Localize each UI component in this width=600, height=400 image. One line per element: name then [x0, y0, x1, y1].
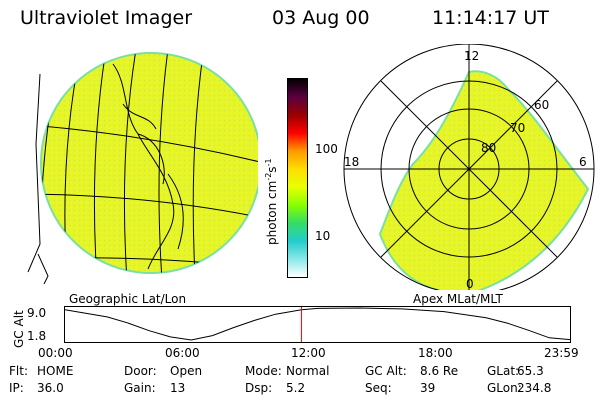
- geographic-image: [27, 52, 258, 285]
- time-label: 11:14:17 UT: [432, 7, 549, 29]
- status-glon-label: GLon:: [487, 381, 522, 395]
- mlt-label-12: 12: [464, 49, 479, 63]
- status-gcalt-label: GC Alt:: [365, 364, 407, 378]
- status-door-value: Open: [170, 364, 203, 378]
- timeline-xtick-0000: 00:00: [38, 346, 73, 360]
- status-dsp-label: Dsp:: [245, 381, 273, 395]
- colorbar-tick-10: 10: [315, 229, 331, 243]
- timeline-ylabel: GC Alt: [12, 310, 26, 348]
- status-mode-label: Mode:: [245, 364, 282, 378]
- mlat-label-70: 70: [510, 121, 525, 135]
- polar-caption: Apex MLat/MLT: [413, 292, 503, 306]
- status-flt-value: HOME: [37, 364, 74, 378]
- status-seq-value: 39: [420, 381, 436, 395]
- status-dsp-value: 5.2: [286, 381, 306, 395]
- timeline-xtick-1200: 12:00: [291, 346, 326, 360]
- status-gcalt-value: 8.6 Re: [420, 364, 459, 378]
- mlt-label-18: 18: [344, 155, 359, 169]
- status-gain-value: 13: [170, 381, 186, 395]
- status-glon-value: 234.8: [517, 381, 552, 395]
- status-gain-label: Gain:: [124, 381, 156, 395]
- timeline-xtick-2359: 23:59: [544, 346, 579, 360]
- timeline-xtick-1800: 18:00: [418, 346, 453, 360]
- status-flt-label: Flt:: [9, 364, 28, 378]
- timeline-ytick-1.8: 1.8: [27, 329, 47, 343]
- status-mode-value: Normal: [286, 364, 330, 378]
- colorbar-tick-100: 100: [315, 142, 338, 156]
- altitude-curve: [64, 307, 571, 341]
- status-glat-value: 65.3: [517, 364, 544, 378]
- geographic-caption: Geographic Lat/Lon: [69, 292, 187, 306]
- date-label: 03 Aug 00: [272, 7, 370, 29]
- mlt-label-6: 6: [579, 155, 587, 169]
- status-glat-label: GLat:: [487, 364, 520, 378]
- status-ip-label: IP:: [9, 381, 24, 395]
- timeline-frame: [64, 306, 571, 343]
- globe-disk: [40, 52, 258, 274]
- polar-image: 12 6 0 18 60 70 80: [343, 44, 595, 290]
- timeline-ytick-9: 9.0: [27, 306, 47, 320]
- mlat-label-80: 80: [481, 141, 496, 155]
- status-seq-label: Seq:: [365, 381, 392, 395]
- auroral-oval: [378, 70, 590, 290]
- timeline-xtick-0600: 06:00: [165, 346, 200, 360]
- instrument-title: Ultraviolet Imager: [20, 7, 193, 29]
- color-scale-bar: [287, 78, 308, 278]
- colorbar-unit-label: photon cm-2s-1: [264, 158, 279, 245]
- mlt-label-0: 0: [466, 277, 474, 290]
- altitude-timeline: [64, 306, 571, 343]
- status-door-label: Door:: [124, 364, 157, 378]
- status-ip-value: 36.0: [37, 381, 64, 395]
- mlat-label-60: 60: [534, 98, 549, 112]
